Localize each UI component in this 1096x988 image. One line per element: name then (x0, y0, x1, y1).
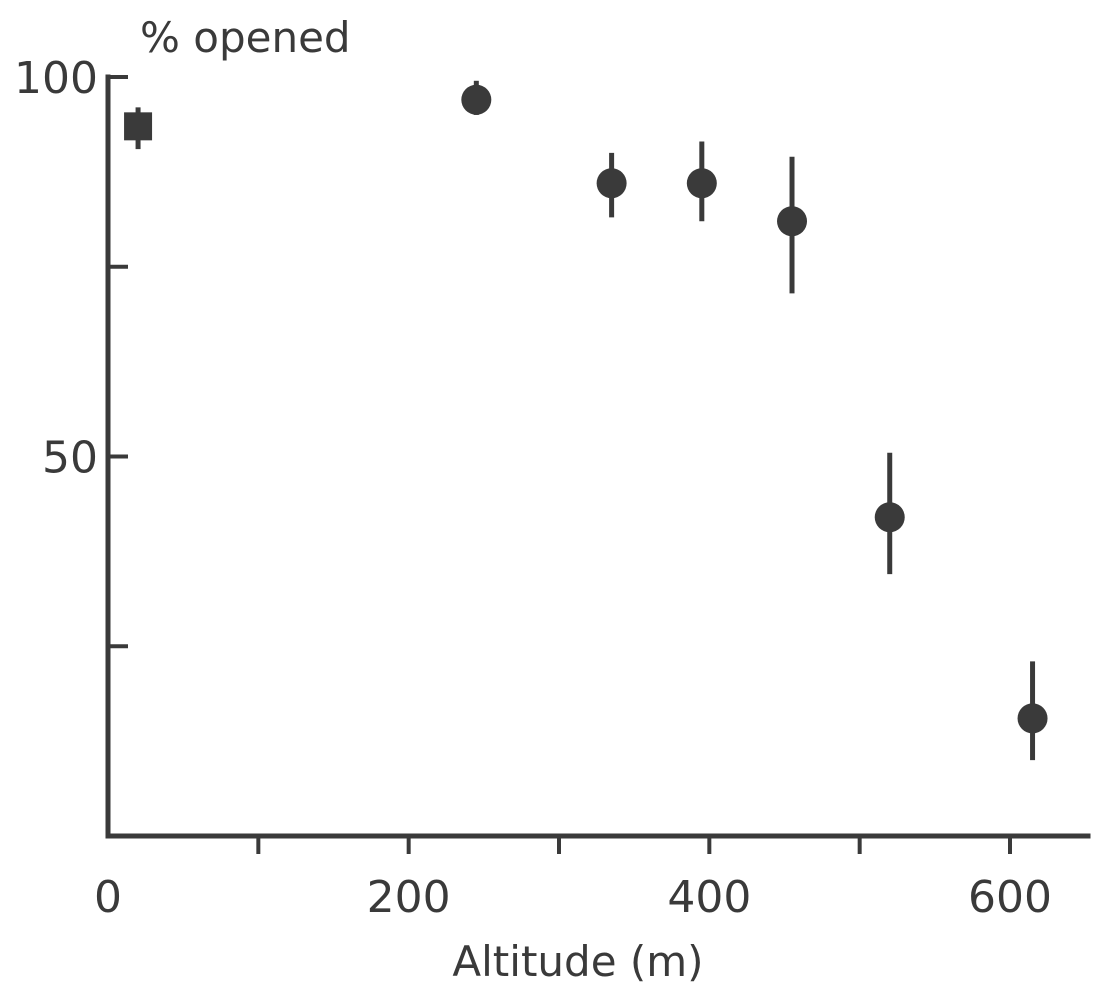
axes (105, 74, 1091, 839)
data-point-2 (596, 168, 627, 199)
y-tick-label-100: 100 (14, 53, 98, 104)
data-point-6 (1017, 703, 1048, 734)
y-ticks: 50 100 (14, 53, 128, 649)
data-point-1 (461, 84, 492, 115)
data-point-4 (777, 206, 808, 237)
x-tick-label-600: 600 (968, 872, 1052, 923)
data-point-square-0 (124, 112, 153, 141)
error-bars (135, 80, 1036, 761)
x-tick-label-400: 400 (667, 872, 751, 923)
y-axis-title: % opened (140, 13, 351, 62)
x-ticks: 0 200 400 600 (94, 836, 1052, 923)
x-tick-label-200: 200 (367, 872, 451, 923)
data-point-5 (874, 502, 905, 533)
y-tick-label-50: 50 (42, 433, 98, 484)
x-tick-label-0: 0 (94, 872, 122, 923)
data-point-3 (686, 168, 717, 199)
data-points (124, 84, 1048, 734)
x-axis-title: Altitude (m) (452, 937, 703, 986)
